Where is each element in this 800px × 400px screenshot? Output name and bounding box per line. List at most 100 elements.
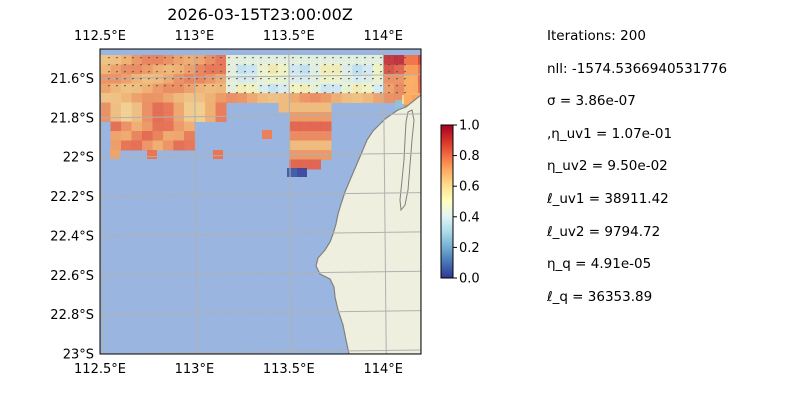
vector-arrow [387, 84, 390, 87]
data-cell [121, 131, 132, 141]
data-cell [247, 55, 258, 65]
vector-arrow [251, 84, 254, 87]
data-cell [152, 64, 164, 75]
data-cell [184, 102, 195, 113]
vector-arrow [155, 77, 158, 80]
colorbar-tick-label: 0.2 [459, 241, 480, 256]
vector-arrow [379, 56, 382, 59]
data-cell [142, 102, 153, 113]
data-cell [215, 102, 227, 113]
stat-ell-uv2: ℓ_uv2 = 9794.72 [547, 223, 661, 240]
vector-arrow [259, 70, 262, 73]
vector-arrow [387, 63, 390, 66]
data-cell [163, 140, 174, 151]
vector-arrow [307, 70, 310, 73]
data-cell [299, 55, 311, 65]
data-cell [394, 74, 405, 84]
data-cell [289, 55, 300, 65]
data-cell [362, 74, 374, 84]
vector-arrow [187, 56, 190, 59]
vector-arrow [235, 56, 238, 59]
data-cell [194, 74, 206, 84]
vector-arrow [227, 77, 230, 80]
vector-arrow [163, 70, 166, 73]
data-cell [194, 93, 206, 103]
vector-arrow [371, 56, 374, 59]
vector-arrow [275, 63, 278, 66]
vector-arrow [291, 91, 294, 94]
vector-arrow [123, 77, 126, 80]
x-tick-label-bottom: 112.5°E [74, 362, 126, 377]
data-cell [236, 55, 248, 65]
data-cell [320, 83, 332, 94]
data-cell [404, 75, 418, 85]
vector-arrow [155, 70, 158, 73]
vector-arrow [363, 91, 366, 94]
data-cell [100, 102, 111, 113]
data-cell [205, 93, 216, 103]
stats-panel: Iterations: 200 nll: -1574.5366940531776… [547, 20, 727, 313]
vector-arrow [315, 84, 318, 87]
data-cell [173, 131, 185, 141]
vector-arrow [323, 70, 326, 73]
data-cell [142, 131, 153, 141]
vector-arrow [339, 56, 342, 59]
land-area [315, 94, 421, 354]
vector-arrow [299, 77, 302, 80]
data-cells [100, 55, 421, 235]
vector-arrow [291, 84, 294, 87]
vector-arrow [355, 77, 358, 80]
stat-iterations: Iterations: 200 [547, 28, 646, 44]
data-cell [131, 93, 143, 103]
data-cell [404, 65, 418, 75]
vector-arrow [259, 84, 262, 87]
data-cell [341, 83, 353, 94]
data-cell [331, 55, 342, 65]
data-cell [268, 83, 279, 94]
vector-arrow [163, 63, 166, 66]
vector-arrow [259, 63, 262, 66]
data-cell [110, 131, 122, 141]
vector-arrow [275, 91, 278, 94]
vector-arrow [267, 77, 270, 80]
data-cell [299, 83, 311, 94]
data-cell [110, 55, 122, 65]
data-cell [131, 121, 143, 132]
data-cell [310, 55, 321, 65]
vector-arrow [123, 84, 126, 87]
data-cell [110, 112, 122, 122]
data-cell [142, 74, 153, 84]
vector-arrow [347, 77, 350, 80]
data-cell [394, 83, 405, 94]
x-tick-label-bottom: 113.5°E [263, 362, 315, 377]
data-cell [194, 83, 206, 94]
vector-arrow [395, 63, 398, 66]
vector-arrow [395, 77, 398, 80]
data-cell [184, 140, 195, 151]
data-cell [394, 64, 405, 75]
data-cell [205, 83, 216, 94]
data-cell [142, 83, 153, 94]
vector-arrow [379, 77, 382, 80]
vector-arrow [307, 77, 310, 80]
data-cell [257, 74, 269, 84]
data-cell [320, 102, 332, 113]
vector-arrow [227, 70, 230, 73]
data-cell [299, 159, 311, 170]
data-cell [121, 140, 132, 151]
data-cell [299, 131, 311, 141]
vector-arrow [267, 70, 270, 73]
vector-arrow [275, 84, 278, 87]
data-cell [247, 93, 258, 103]
vector-arrow [235, 91, 238, 94]
vector-arrow [259, 91, 262, 94]
data-cell [131, 102, 143, 113]
data-cell [257, 55, 269, 65]
gridline-lat [100, 270, 421, 276]
data-cell [341, 64, 353, 75]
data-cell [236, 83, 248, 94]
data-cell [236, 93, 248, 103]
vector-arrow [355, 91, 358, 94]
vector-arrow [219, 56, 222, 59]
